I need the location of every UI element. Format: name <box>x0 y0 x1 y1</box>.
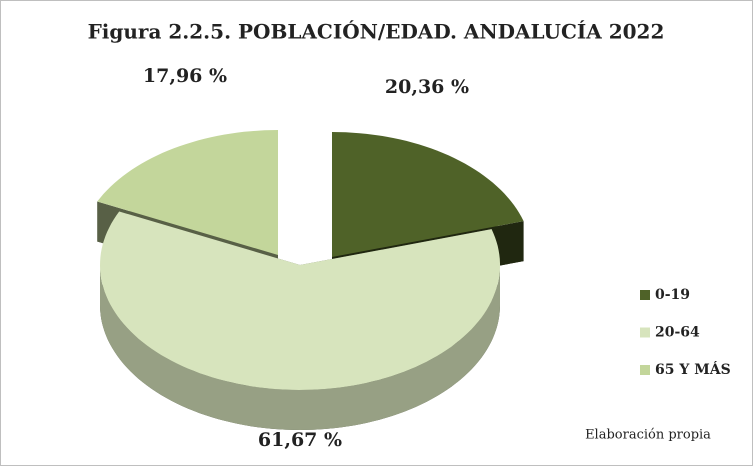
slice <box>97 130 278 255</box>
legend-label: 0-19 <box>655 287 690 303</box>
data-label: 20,36 % <box>385 76 469 98</box>
legend-label: 65 Y MÁS <box>655 360 731 378</box>
slice <box>332 132 524 257</box>
legend-swatch <box>640 290 650 300</box>
data-label: 17,96 % <box>143 65 227 87</box>
legend-label: 20-64 <box>655 325 700 341</box>
legend-swatch <box>640 327 650 338</box>
data-label: 61,67 % <box>258 429 342 451</box>
legend-swatch <box>640 365 650 375</box>
slice <box>100 211 500 390</box>
slice-side <box>100 265 500 430</box>
chart-title: Figura 2.2.5. POBLACIÓN/EDAD. ANDALUCÍA … <box>88 19 665 44</box>
note: Elaboración propia <box>585 428 711 443</box>
